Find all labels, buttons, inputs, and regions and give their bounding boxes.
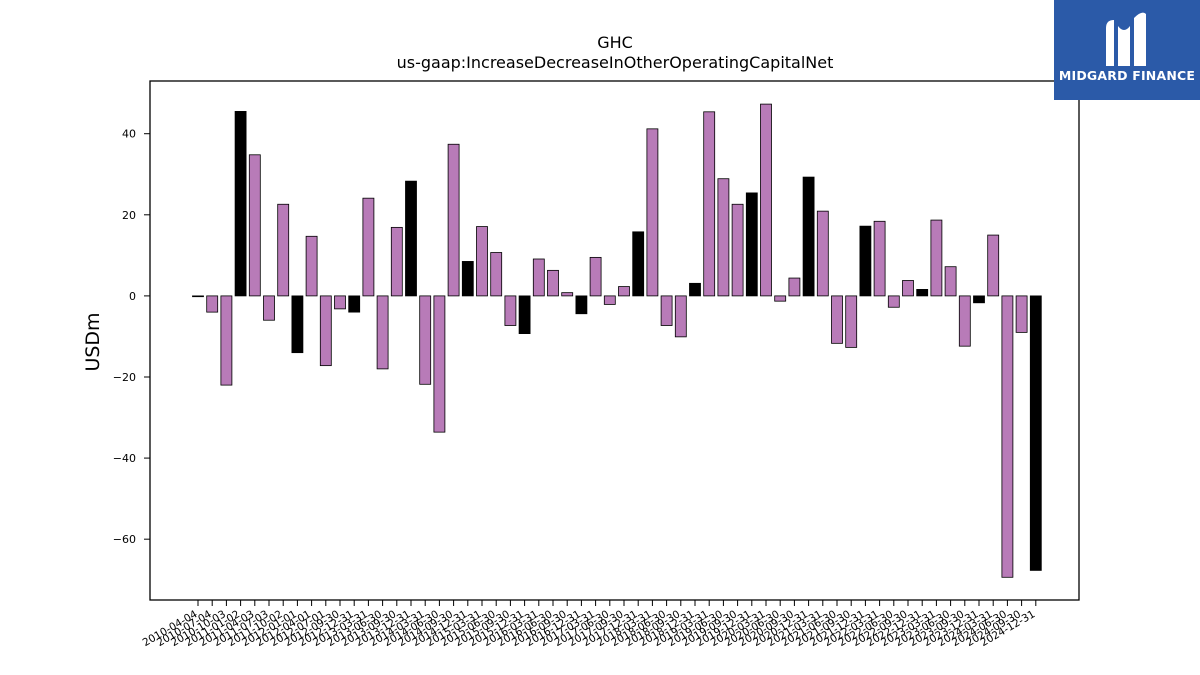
- chart-title: GHC: [597, 33, 633, 52]
- x-ticks-group: 2010-04-042010-07-042010-10-032011-01-02…: [141, 600, 1037, 649]
- bar-2012-04-01: [305, 235, 318, 297]
- bar-2015-03-31: [476, 226, 488, 297]
- bar-2018-03-31: [646, 128, 659, 297]
- chart-subtitle: us-gaap:IncreaseDecreaseInOtherOperating…: [397, 53, 834, 72]
- plot-frame: [149, 80, 1080, 601]
- bar-2011-01-02: [234, 111, 247, 297]
- bar-2021-03-31: [816, 210, 829, 297]
- bar-2010-10-03: [220, 295, 233, 386]
- bar-2020-12-31: [802, 176, 815, 297]
- bar-2021-09-30: [845, 295, 858, 348]
- bar-2015-09-30: [504, 295, 517, 326]
- bar-2017-09-30: [618, 286, 630, 297]
- bar-2012-01-01: [291, 295, 304, 354]
- bar-2020-03-31: [760, 103, 772, 297]
- bar-2010-07-04: [206, 295, 219, 313]
- bar-2014-03-31: [419, 295, 432, 385]
- bar-2023-12-31: [973, 295, 985, 304]
- bar-2014-12-31: [461, 261, 474, 297]
- bar-2024-06-30: [1001, 295, 1014, 578]
- bar-2024-03-31: [987, 234, 1000, 297]
- bar-2015-06-30: [490, 252, 503, 297]
- bar-2020-06-30: [774, 295, 787, 302]
- y-axis-label: USDm: [82, 312, 104, 371]
- bar-2017-12-31: [632, 231, 645, 297]
- y-tick-label: 0: [129, 290, 136, 303]
- bar-2012-12-31: [348, 295, 361, 313]
- bar-2013-06-30: [376, 295, 389, 370]
- bar-2013-12-31: [405, 180, 417, 297]
- y-tick-label: −20: [113, 371, 136, 384]
- midgard-logo: MIDGARD FINANCE: [1054, 0, 1200, 100]
- y-tick-label: −60: [113, 533, 136, 546]
- bar-2021-06-30: [831, 295, 843, 344]
- bar-2017-06-30: [603, 295, 616, 305]
- bar-2016-09-30: [561, 292, 574, 297]
- logo-text: MIDGARD FINANCE: [1058, 68, 1196, 83]
- bar-2012-07-01: [319, 295, 332, 367]
- bar-2018-09-30: [674, 295, 687, 338]
- bar-2016-03-31: [532, 258, 545, 297]
- bar-2021-12-31: [859, 225, 872, 297]
- midgard-logo-icon: [1106, 12, 1146, 67]
- bar-2017-03-31: [589, 256, 602, 297]
- bar-2010-04-04: [192, 295, 204, 298]
- y-tick-label: 20: [122, 209, 136, 222]
- bar-2022-06-30: [887, 295, 900, 308]
- bar-2016-12-31: [575, 295, 588, 315]
- bar-2023-03-31: [930, 219, 943, 297]
- bar-2024-09-30: [1015, 295, 1028, 333]
- bar-2019-03-31: [703, 111, 716, 297]
- bars-group: [192, 103, 1042, 578]
- bar-2011-07-03: [263, 295, 275, 321]
- bar-2014-06-30: [433, 295, 446, 433]
- y-tick-label: 40: [122, 128, 136, 141]
- bar-2019-12-31: [745, 192, 758, 297]
- bar-2013-03-31: [362, 197, 375, 297]
- y-tick-label: −40: [113, 452, 136, 465]
- y-ticks-group: −60 −40 −20 0 20 40: [113, 128, 150, 546]
- bar-2019-06-30: [717, 178, 730, 297]
- bar-2011-04-03: [248, 154, 261, 297]
- bar-2014-09-30: [447, 143, 460, 297]
- bar-2016-06-30: [547, 269, 559, 297]
- bar-2022-12-31: [916, 289, 929, 297]
- bar-2022-09-30: [902, 280, 914, 297]
- bar-2015-12-31: [518, 295, 531, 335]
- bar-2011-10-02: [277, 203, 290, 297]
- bar-2012-09-30: [334, 295, 346, 310]
- bar-2023-09-30: [958, 295, 971, 347]
- bar-2023-06-30: [944, 266, 957, 297]
- bar-2020-09-30: [788, 277, 801, 297]
- bar-2019-09-30: [731, 203, 744, 297]
- bar-2013-09-30: [390, 226, 403, 297]
- bar-2024-12-31: [1029, 295, 1042, 571]
- bar-2022-03-31: [873, 220, 886, 297]
- bar-2018-06-30: [660, 295, 673, 326]
- bar-2018-12-31: [689, 282, 701, 297]
